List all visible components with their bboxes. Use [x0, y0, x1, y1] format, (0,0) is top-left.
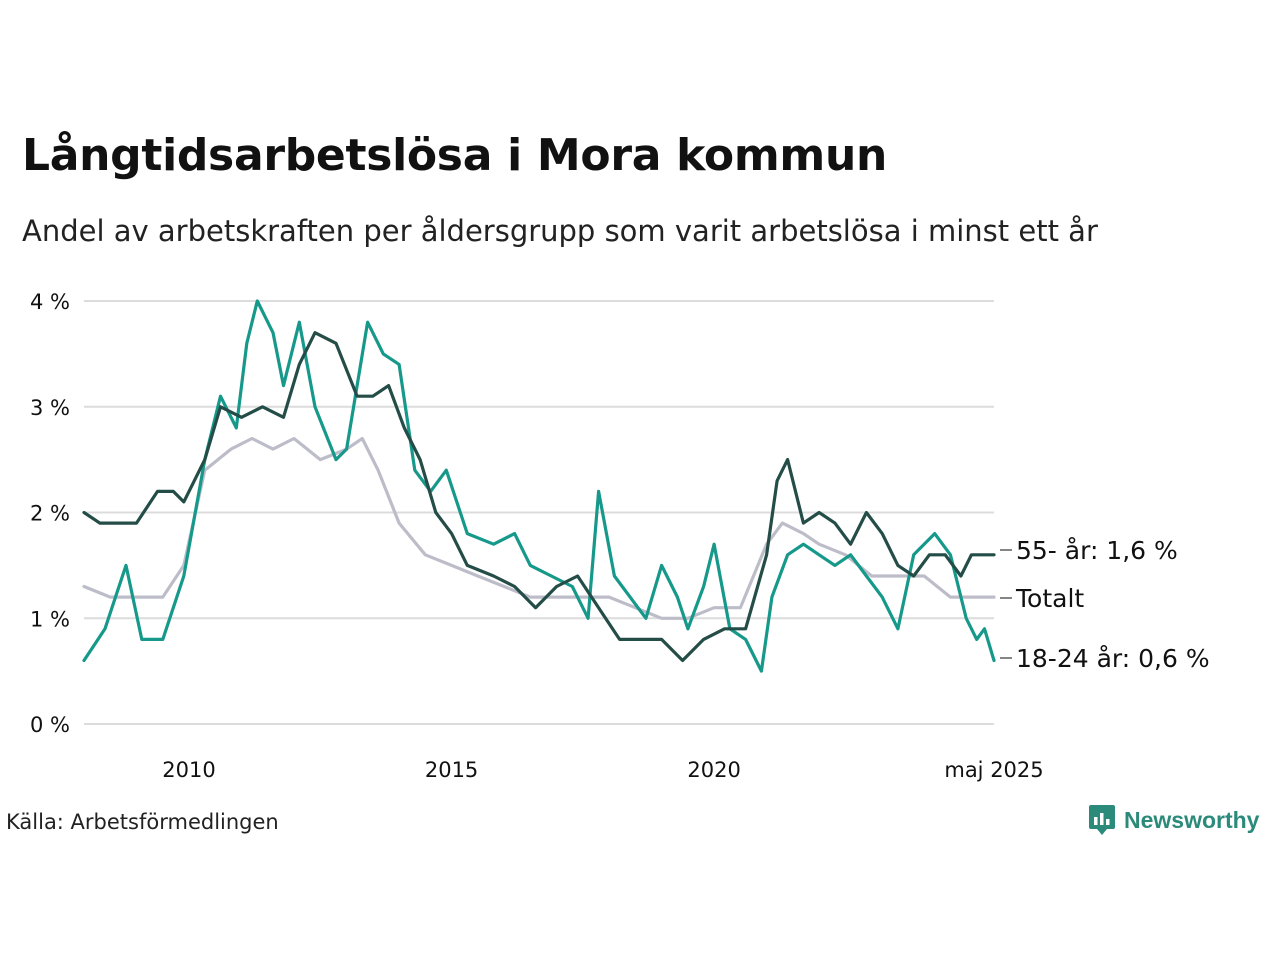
newsworthy-logo-text: Newsworthy	[1124, 806, 1260, 833]
y-tick-label: 4 %	[30, 290, 70, 314]
y-tick-label: 1 %	[30, 607, 70, 631]
end-label-total: Totalt	[1015, 584, 1084, 613]
y-tick-label: 3 %	[30, 396, 70, 420]
x-tick-label: 2020	[687, 758, 740, 782]
chart-subtitle: Andel av arbetskraften per åldersgrupp s…	[22, 214, 1098, 248]
end-label-youth: 18-24 år: 0,6 %	[1016, 644, 1210, 673]
y-tick-label: 2 %	[30, 502, 70, 526]
series-line-youth	[82, 299, 996, 673]
chart-title: Långtidsarbetslösa i Mora kommun	[22, 130, 887, 181]
y-tick-label: 0 %	[30, 713, 70, 737]
newsworthy-logo-icon	[1089, 805, 1115, 835]
source-note: Källa: Arbetsförmedlingen	[6, 810, 279, 834]
end-label-senior: 55- år: 1,6 %	[1016, 536, 1178, 565]
x-tick-label: maj 2025	[944, 758, 1043, 782]
series-line-total	[82, 436, 996, 620]
series-line-senior	[82, 331, 996, 663]
newsworthy-logo: Newsworthy	[1088, 804, 1259, 836]
x-tick-label: 2010	[162, 758, 215, 782]
x-tick-label: 2015	[425, 758, 478, 782]
